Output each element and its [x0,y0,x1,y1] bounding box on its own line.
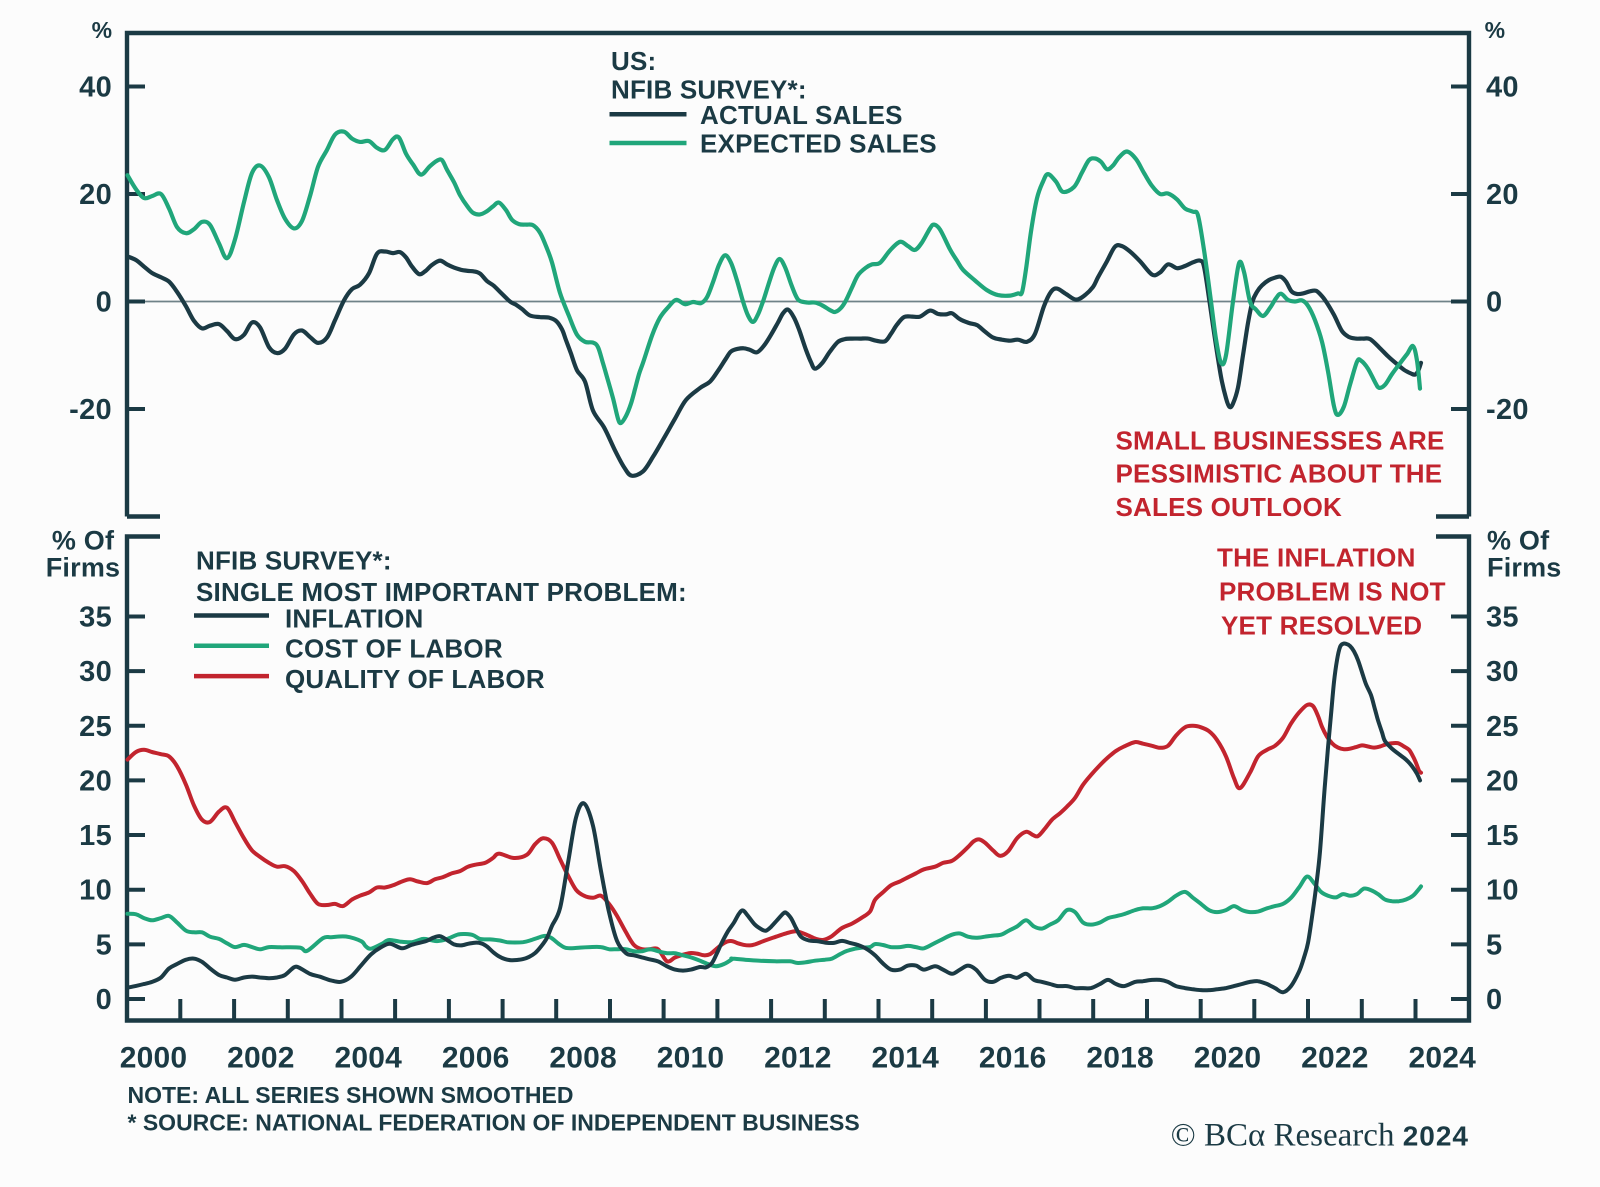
svg-text:2010: 2010 [657,1042,725,1075]
svg-text:SMALL BUSINESSES ARE: SMALL BUSINESSES ARE [1116,425,1445,455]
svg-text:NOTE: ALL SERIES SHOWN SMOOTHE: NOTE: ALL SERIES SHOWN SMOOTHED [128,1082,574,1108]
svg-text:20: 20 [79,765,112,797]
svg-text:SINGLE MOST IMPORTANT PROBLEM:: SINGLE MOST IMPORTANT PROBLEM: [196,577,687,607]
svg-text:2004: 2004 [335,1042,403,1075]
svg-text:25: 25 [79,711,112,743]
svg-text:2000: 2000 [120,1042,188,1075]
svg-text:Firms: Firms [46,553,121,583]
svg-text:NFIB SURVEY*:: NFIB SURVEY*: [611,75,807,105]
svg-text:5: 5 [1486,929,1502,961]
svg-text:20: 20 [1486,765,1519,797]
svg-text:THE INFLATION: THE INFLATION [1217,543,1416,573]
svg-text:0: 0 [96,984,112,1016]
svg-text:© BCα Research 2024: © BCα Research 2024 [1171,1118,1469,1154]
svg-text:%: % [92,17,113,43]
svg-text:15: 15 [1486,820,1519,852]
svg-text:2018: 2018 [1086,1042,1154,1075]
svg-text:2016: 2016 [979,1042,1047,1075]
svg-text:0: 0 [96,287,112,319]
svg-text:20: 20 [79,179,112,211]
svg-text:2008: 2008 [549,1042,617,1075]
svg-text:PROBLEM IS NOT: PROBLEM IS NOT [1219,577,1446,607]
svg-text:NFIB SURVEY*:: NFIB SURVEY*: [196,546,392,576]
svg-text:30: 30 [79,656,112,688]
svg-text:INFLATION: INFLATION [285,604,424,634]
svg-text:0: 0 [1486,984,1502,1016]
svg-text:2012: 2012 [764,1042,832,1075]
svg-text:% Of: % Of [52,526,115,556]
svg-text:-20: -20 [1486,394,1529,426]
svg-text:25: 25 [1486,711,1519,743]
svg-text:YET RESOLVED: YET RESOLVED [1221,611,1422,641]
svg-text:% Of: % Of [1487,526,1550,556]
svg-text:40: 40 [1486,72,1519,104]
svg-text:10: 10 [79,875,112,907]
svg-text:2014: 2014 [872,1042,940,1075]
svg-text:Firms: Firms [1487,553,1562,583]
svg-text:PESSIMISTIC ABOUT THE: PESSIMISTIC ABOUT THE [1116,459,1443,489]
svg-text:2022: 2022 [1301,1042,1369,1075]
svg-text:0: 0 [1486,287,1502,319]
svg-text:EXPECTED SALES: EXPECTED SALES [700,129,937,159]
svg-text:%: % [1485,17,1506,43]
svg-text:ACTUAL SALES: ACTUAL SALES [700,100,903,130]
svg-text:* SOURCE: NATIONAL FEDERATION: * SOURCE: NATIONAL FEDERATION OF INDEPEN… [128,1110,860,1136]
svg-text:30: 30 [1486,656,1519,688]
svg-text:20: 20 [1486,179,1519,211]
svg-text:COST OF LABOR: COST OF LABOR [285,634,503,664]
svg-text:-20: -20 [69,394,112,426]
svg-text:40: 40 [79,72,112,104]
svg-text:2006: 2006 [442,1042,510,1075]
svg-text:QUALITY OF LABOR: QUALITY OF LABOR [285,664,545,694]
svg-text:5: 5 [96,929,112,961]
svg-text:2020: 2020 [1194,1042,1262,1075]
svg-text:15: 15 [79,820,112,852]
svg-text:SALES OUTLOOK: SALES OUTLOOK [1116,492,1343,522]
svg-text:2002: 2002 [227,1042,295,1075]
svg-text:10: 10 [1486,875,1519,907]
svg-text:2024: 2024 [1409,1042,1477,1075]
svg-text:35: 35 [1486,601,1519,633]
svg-text:US:: US: [611,46,656,76]
svg-text:35: 35 [79,601,112,633]
